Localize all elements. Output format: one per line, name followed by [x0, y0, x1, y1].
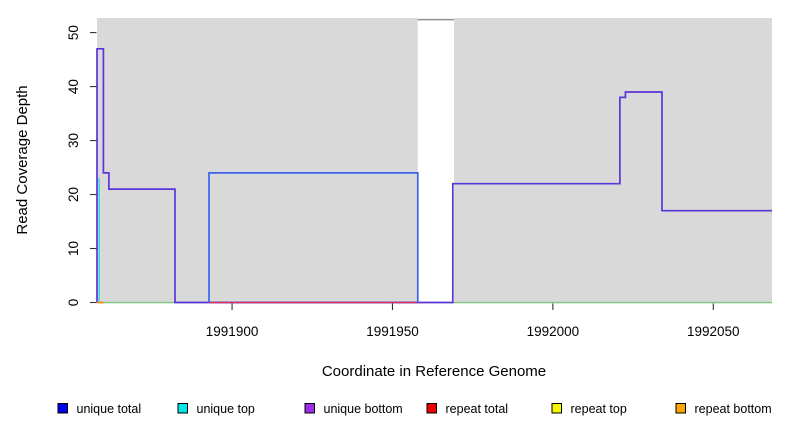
y-tick-label: 20: [66, 187, 81, 202]
series-unique-total: [208, 172, 419, 303]
y-tick-label: 40: [66, 79, 81, 94]
y-tick-label: 0: [66, 299, 81, 307]
legend-label-unique-total: unique total: [77, 402, 142, 416]
legend-label-repeat-bottom: repeat bottom: [695, 402, 772, 416]
legend-swatch-unique-bottom: [304, 403, 315, 414]
gap-region: [417, 18, 455, 304]
y-tick-label: 50: [66, 25, 81, 40]
x-axis-title: Coordinate in Reference Genome: [322, 363, 546, 380]
plot-area: [96, 18, 772, 304]
axes: 1991900 1991950 1992000 1992050 0 10 20 30 40 50: [66, 25, 740, 339]
y-tick-label: 10: [66, 241, 81, 256]
x-tick-label: 1991900: [206, 324, 259, 339]
x-tick-label: 1992000: [527, 324, 580, 339]
legend-label-repeat-top: repeat top: [571, 402, 627, 416]
series-unique-bottom: [96, 47, 772, 304]
legend-label-unique-top: unique top: [197, 402, 255, 416]
y-axis-title: Read Coverage Depth: [14, 85, 31, 234]
legend-label-unique-bottom: unique bottom: [324, 402, 403, 416]
legend-swatch-repeat-top: [551, 403, 562, 414]
x-tick-label: 1991950: [366, 324, 419, 339]
legend-swatch-unique-top: [177, 403, 188, 414]
legend-swatch-repeat-total: [426, 403, 437, 414]
y-tick-label: 30: [66, 133, 81, 148]
legend-label-repeat-total: repeat total: [446, 402, 509, 416]
x-tick-label: 1992050: [687, 324, 740, 339]
legend-swatch-repeat-bottom: [675, 403, 686, 414]
legend: unique total unique top unique bottom repea…: [57, 402, 772, 416]
legend-swatch-unique-total: [57, 403, 68, 414]
